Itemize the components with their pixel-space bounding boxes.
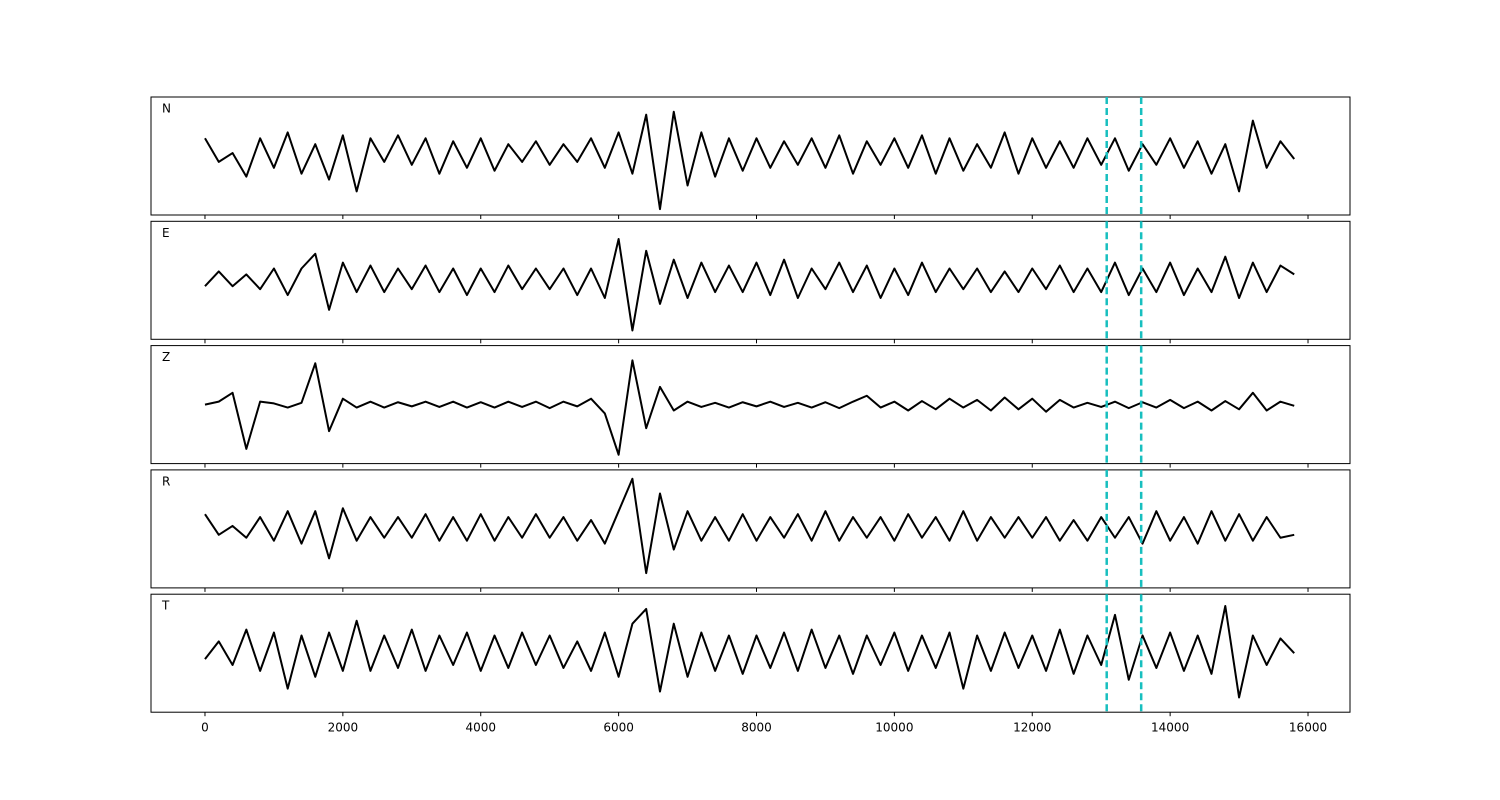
panel-frame bbox=[150, 220, 1351, 340]
x-tick-label: 8000 bbox=[741, 721, 772, 735]
panel-label: T bbox=[161, 599, 170, 613]
x-tick-label: 10000 bbox=[875, 721, 913, 735]
x-tick-label: 16000 bbox=[1289, 721, 1327, 735]
panel-frame bbox=[150, 469, 1351, 589]
x-tick-label: 12000 bbox=[1013, 721, 1051, 735]
panel-frame bbox=[150, 345, 1351, 465]
panel-frame bbox=[150, 593, 1351, 713]
panel-label: Z bbox=[162, 350, 170, 364]
trace bbox=[204, 238, 1295, 332]
trace bbox=[204, 477, 1295, 575]
trace bbox=[204, 110, 1296, 211]
panel-label: R bbox=[162, 474, 170, 488]
trace bbox=[204, 605, 1295, 699]
x-tick-label: 6000 bbox=[603, 721, 634, 735]
panel-frame bbox=[150, 96, 1351, 216]
x-tick-label: 14000 bbox=[1151, 721, 1189, 735]
panel-label: N bbox=[162, 102, 171, 116]
trace bbox=[204, 359, 1295, 456]
x-tick-label: 4000 bbox=[465, 721, 496, 735]
x-tick-label: 0 bbox=[201, 721, 209, 735]
panel-label: E bbox=[162, 226, 170, 240]
x-tick-label: 2000 bbox=[328, 721, 359, 735]
